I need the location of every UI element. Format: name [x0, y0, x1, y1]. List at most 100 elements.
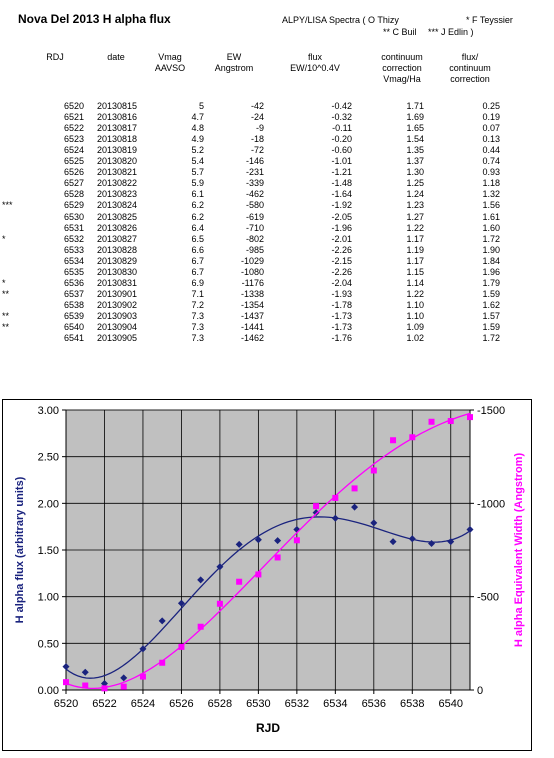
data-point [197, 623, 204, 630]
table-cell: 6524 [63, 145, 84, 156]
table-cell: 4.7 [191, 112, 204, 123]
x-tick-label: 6526 [169, 698, 193, 710]
table-cell: 20130831 [97, 277, 138, 288]
table-cell: 1.35 [406, 145, 424, 156]
table-cell: 1.72 [482, 333, 500, 344]
y-tick-label: 2.00 [38, 498, 59, 510]
table-cell: 6.4 [191, 222, 204, 233]
table-cell: 4.8 [191, 123, 204, 134]
data-point [62, 663, 70, 671]
x-tick-label: 6536 [362, 698, 386, 710]
table-cell: 0.13 [482, 134, 500, 145]
y2-tick-label: 0 [477, 685, 483, 697]
table-cell: 6528 [63, 189, 84, 200]
y-tick-label: 1.50 [38, 545, 59, 557]
table-header-text: Vmag/Ha [383, 74, 421, 84]
table-cell: 0.25 [482, 101, 500, 111]
y-tick-label: 0.50 [38, 638, 59, 650]
table-header-text: continuum [381, 52, 423, 62]
table-cell: 1.37 [406, 156, 424, 167]
table-cell: 6525 [63, 156, 84, 167]
data-point [216, 563, 224, 571]
table-cell: -462 [245, 189, 264, 200]
table-cell: -231 [245, 167, 264, 178]
table-cell: -18 [250, 134, 264, 145]
table-cell: 20130823 [97, 189, 138, 200]
table-cell: 20130827 [97, 233, 138, 244]
table-cell: 6539 [63, 310, 84, 321]
table-cell: -0.60 [331, 145, 352, 156]
table-cell: 1.24 [406, 189, 424, 200]
table-cell: 20130819 [97, 145, 138, 156]
table-cell: 1.14 [406, 277, 424, 288]
table-cell: -1.01 [331, 156, 352, 167]
table-cell: 1.72 [482, 233, 500, 244]
chart-svg: 6520 6522 6524 6526 6528 6530 6532 6534 6536 6538… [14, 405, 525, 735]
table-cell: 1.09 [406, 322, 424, 332]
table-cell: 20130829 [97, 255, 138, 266]
data-point [177, 599, 185, 607]
table-header-text: correction [450, 74, 490, 84]
data-point [120, 683, 127, 690]
credit-line2a: ** C Buil [383, 27, 417, 37]
table-cell: 20130828 [97, 244, 138, 255]
table-cell: 1.90 [482, 244, 500, 255]
data-point [63, 679, 69, 686]
table-cell: 6534 [63, 255, 84, 266]
x-tick-label: 6538 [400, 698, 424, 710]
table-header-1: date [96, 52, 136, 63]
table-cell: *** [2, 200, 13, 211]
y2-tick-label: -1500 [477, 405, 505, 417]
table-cell: 20130903 [97, 310, 138, 321]
table-cell: 1.17 [406, 233, 424, 244]
y-axis-title: H alpha flux (arbitrary units) [14, 476, 26, 623]
table-cell: 1.79 [482, 277, 500, 288]
table-cell: 20130818 [97, 134, 138, 145]
table-cell: 6.7 [191, 255, 204, 266]
table-cell: ** [2, 310, 10, 321]
table-cell: 20130904 [97, 322, 138, 332]
table-cell: 0.19 [482, 112, 500, 123]
table-cell: 1.18 [482, 178, 500, 189]
data-point [158, 617, 166, 625]
table-cell: 1.69 [406, 112, 424, 123]
table-cell: 4.9 [191, 134, 204, 145]
table-cell: 6.2 [191, 211, 204, 222]
data-point [428, 539, 436, 547]
table-cell: 1.59 [482, 322, 500, 332]
y2-tick-label: -1000 [477, 498, 505, 510]
table-cell: 6.2 [191, 200, 204, 211]
table-cell: 6.6 [191, 244, 204, 255]
data-point [313, 503, 320, 510]
data-point [255, 571, 262, 578]
data-point [447, 418, 454, 425]
table-cell: 7.2 [191, 299, 204, 310]
table-cell: -0.42 [331, 101, 352, 111]
table-header-text: Angstrom [214, 63, 254, 73]
table-cell: 5.9 [191, 178, 204, 189]
data-point [408, 535, 416, 543]
table-cell: -1029 [240, 255, 264, 266]
series-1 [63, 412, 473, 692]
table-header-6: flux/continuum correction [432, 52, 508, 85]
table-cell: 5.7 [191, 167, 204, 178]
table-cell: 1.54 [406, 134, 424, 145]
table-cell: 20130822 [97, 178, 138, 189]
data-point [331, 514, 339, 522]
y2-axis-title: H alpha Equivalent Width (Angstrom) [513, 453, 525, 648]
data-point [139, 673, 146, 680]
table-cell: -1441 [240, 322, 264, 332]
table-header-text: flux [307, 52, 322, 62]
table-cell: -1176 [241, 277, 264, 288]
data-point [390, 437, 397, 444]
table-cell: 1.02 [406, 333, 424, 344]
x-tick-label: 6532 [285, 698, 309, 710]
table-cell: 20130816 [97, 112, 138, 123]
data-point [428, 418, 435, 425]
table-cell: 6540 [63, 322, 84, 332]
table-cell: -1.93 [331, 288, 352, 299]
table-cell: 6538 [63, 299, 84, 310]
table-cell: 6536 [63, 277, 84, 288]
x-tick-label: 6522 [92, 698, 116, 710]
data-point [235, 540, 243, 548]
